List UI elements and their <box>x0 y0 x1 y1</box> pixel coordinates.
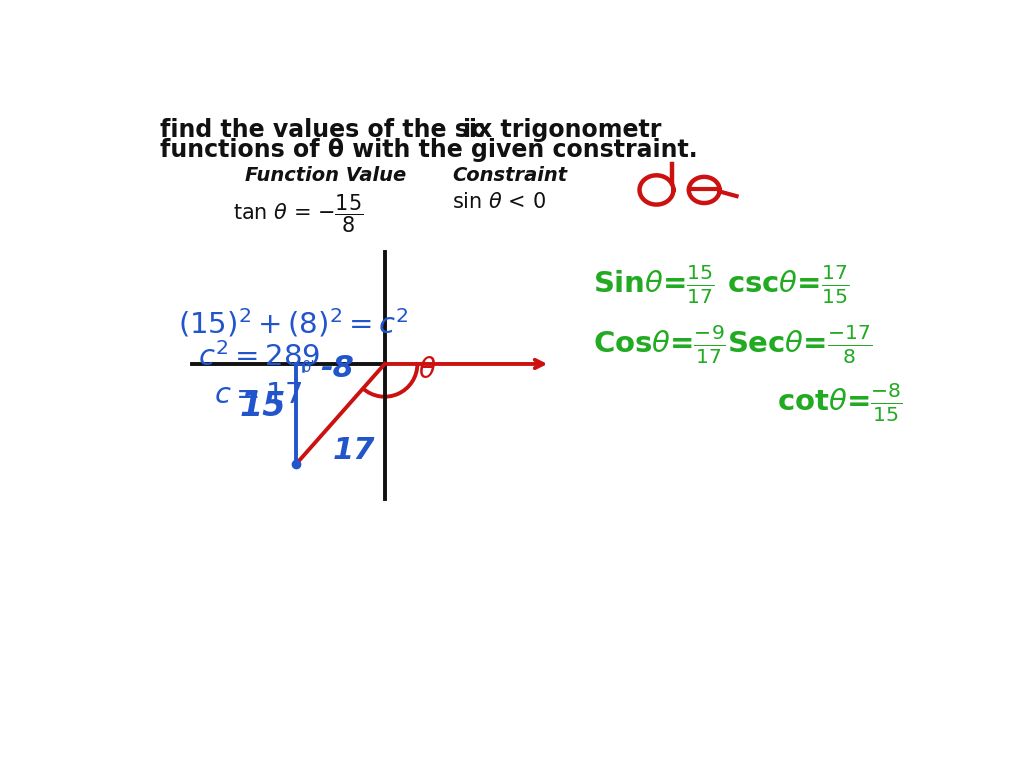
Text: $c^2=289$: $c^2=289$ <box>199 343 321 372</box>
Text: θ: θ <box>419 356 435 384</box>
Text: -8: -8 <box>319 354 354 383</box>
Text: ic: ic <box>463 118 485 141</box>
Text: 15: 15 <box>240 390 287 423</box>
Text: csc$\theta$=$\frac{17}{15}$: csc$\theta$=$\frac{17}{15}$ <box>727 264 849 306</box>
Text: $(15)^2+(8)^2=c^2$: $(15)^2+(8)^2=c^2$ <box>178 306 410 339</box>
Text: Function Value: Function Value <box>245 166 406 185</box>
Text: $c=17$: $c=17$ <box>214 381 302 409</box>
Text: Constraint: Constraint <box>453 166 567 185</box>
Text: functions of θ with the given constraint.: functions of θ with the given constraint… <box>160 138 697 162</box>
Text: Sin$\theta$=$\frac{15}{17}$: Sin$\theta$=$\frac{15}{17}$ <box>593 264 715 306</box>
Text: Sec$\theta$=$\frac{-17}{8}$: Sec$\theta$=$\frac{-17}{8}$ <box>727 323 872 366</box>
Text: tan $\theta$ = $-\dfrac{15}{8}$: tan $\theta$ = $-\dfrac{15}{8}$ <box>233 192 364 235</box>
Text: θ': θ' <box>302 360 315 376</box>
Text: sin $\theta$ < 0: sin $\theta$ < 0 <box>453 192 547 212</box>
Text: Cos$\theta$=$\frac{-9}{17}$: Cos$\theta$=$\frac{-9}{17}$ <box>593 323 726 366</box>
Text: cot$\theta$=$\frac{-8}{15}$: cot$\theta$=$\frac{-8}{15}$ <box>777 382 903 424</box>
Text: 17: 17 <box>333 436 375 465</box>
Text: find the values of the six trigonometr: find the values of the six trigonometr <box>160 118 662 141</box>
